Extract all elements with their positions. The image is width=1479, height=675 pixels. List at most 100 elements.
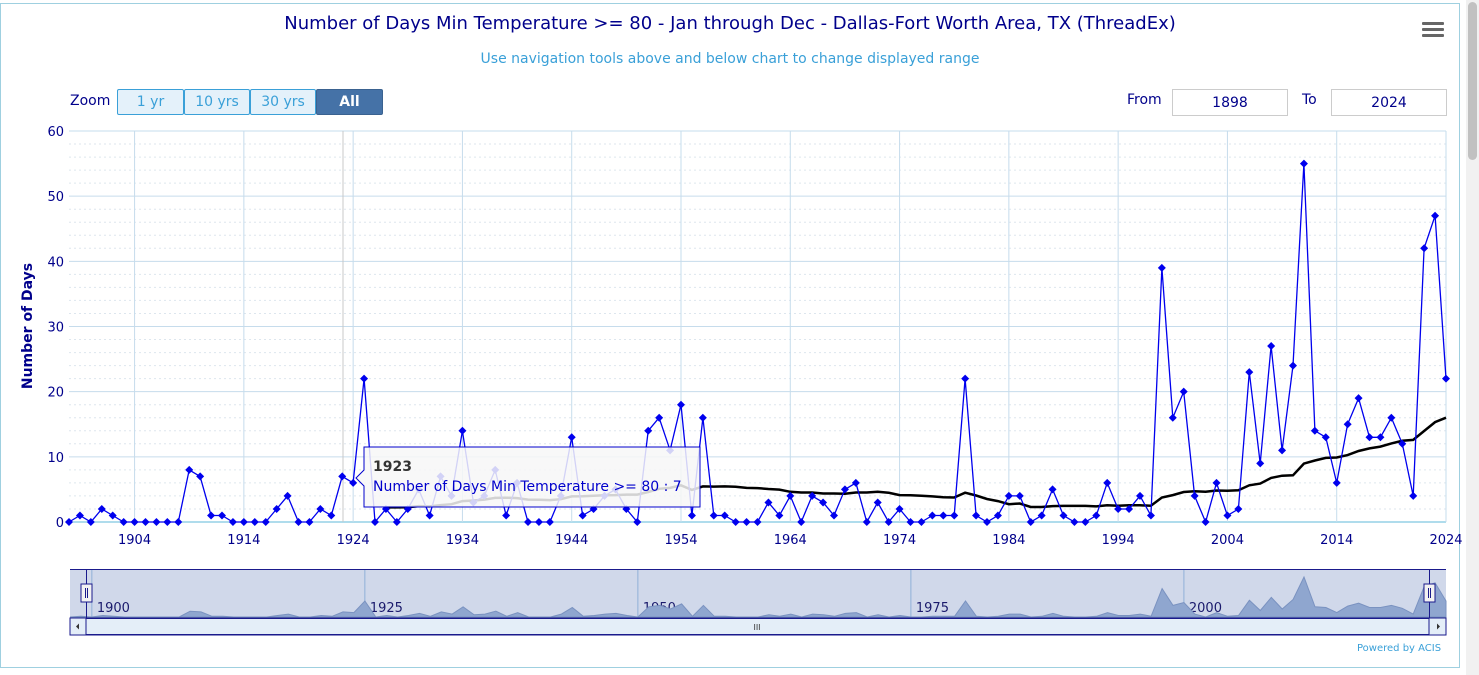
- data-point: [1299, 159, 1308, 168]
- scroll-left-arrow-icon[interactable]: [76, 623, 79, 630]
- zoom-30yrs-button[interactable]: 30 yrs: [250, 89, 316, 115]
- navigator-right-handle[interactable]: [1423, 583, 1436, 603]
- y-tick-label: 10: [47, 451, 64, 466]
- data-point: [950, 511, 959, 520]
- credit-link[interactable]: Powered by ACIS: [1357, 643, 1442, 654]
- data-point: [1256, 459, 1265, 468]
- x-tick-label: 2004: [1211, 533, 1244, 548]
- data-point: [906, 518, 915, 526]
- data-point: [130, 518, 139, 526]
- data-point: [993, 511, 1002, 520]
- data-point: [786, 491, 795, 500]
- from-input[interactable]: [1172, 89, 1288, 116]
- data-point: [75, 511, 84, 520]
- data-point: [677, 400, 685, 409]
- data-point: [972, 511, 981, 520]
- navigator-left-handle[interactable]: [80, 583, 93, 603]
- data-point: [1365, 433, 1374, 442]
- data-point: [1037, 511, 1046, 520]
- data-point: [644, 426, 653, 435]
- navigator-label: 1900: [97, 601, 130, 616]
- navigator-scrollbar-thumb[interactable]: [85, 618, 1430, 635]
- data-point: [1190, 491, 1199, 500]
- data-point: [1431, 211, 1440, 220]
- zoom-10yrs-button[interactable]: 10 yrs: [184, 89, 250, 115]
- to-label: To: [1302, 92, 1317, 108]
- data-point: [218, 511, 226, 520]
- data-point: [305, 518, 314, 526]
- data-point: [808, 491, 817, 500]
- data-point: [152, 518, 161, 526]
- data-point: [1321, 433, 1330, 442]
- page-scrollbar-thumb[interactable]: [1468, 2, 1477, 160]
- data-point: [1048, 485, 1057, 494]
- data-point: [65, 518, 73, 526]
- data-point: [731, 518, 740, 526]
- data-point: [108, 511, 117, 520]
- data-point: [502, 511, 511, 520]
- data-point: [1420, 244, 1429, 253]
- x-tick-label: 1984: [992, 533, 1025, 548]
- data-point: [1212, 478, 1221, 487]
- data-point: [392, 518, 401, 526]
- data-point: [742, 518, 751, 526]
- data-point: [862, 518, 871, 526]
- data-point: [1026, 518, 1035, 526]
- x-tick-label: 1904: [118, 533, 151, 548]
- data-point: [797, 518, 806, 526]
- data-point: [851, 478, 860, 487]
- data-point: [1223, 511, 1232, 520]
- scrollbar-grip: III: [753, 623, 760, 632]
- zoom-1yr-button[interactable]: 1 yr: [117, 89, 184, 115]
- data-point: [141, 518, 150, 526]
- y-axis-label: Number of Days: [20, 263, 36, 389]
- y-tick-label: 50: [47, 190, 64, 205]
- data-point: [895, 504, 904, 513]
- data-point: [1442, 374, 1450, 383]
- data-point: [534, 518, 543, 526]
- data-point: [545, 518, 554, 526]
- data-point: [884, 518, 893, 526]
- data-point: [185, 465, 194, 474]
- data-point: [1070, 518, 1079, 526]
- data-point: [1157, 263, 1166, 272]
- y-tick-label: 20: [47, 386, 64, 401]
- data-point: [775, 511, 784, 520]
- data-point: [633, 518, 642, 526]
- data-point: [1343, 420, 1352, 429]
- data-point: [1179, 387, 1188, 396]
- x-tick-label: 2014: [1320, 533, 1353, 548]
- y-tick-label: 60: [47, 125, 64, 140]
- chart-subtitle: Use navigation tools above and below cha…: [480, 51, 980, 67]
- hamburger-menu-icon[interactable]: [1422, 22, 1444, 40]
- page-scrollbar[interactable]: [1466, 0, 1479, 675]
- data-point: [1081, 518, 1090, 526]
- data-point: [283, 491, 292, 500]
- navigator-label: 2000: [1189, 601, 1222, 616]
- data-point: [163, 518, 172, 526]
- x-tick-label: 1954: [664, 533, 697, 548]
- data-point: [1409, 491, 1418, 500]
- data-point: [1004, 491, 1013, 500]
- data-point: [261, 518, 270, 526]
- data-point: [524, 518, 532, 526]
- data-point: [294, 518, 303, 526]
- scroll-right-arrow-icon[interactable]: [1437, 623, 1440, 630]
- data-point: [1310, 426, 1319, 435]
- data-point: [1245, 368, 1254, 377]
- zoom-all-button[interactable]: All: [316, 89, 383, 115]
- data-point: [1387, 413, 1396, 422]
- data-point: [567, 433, 576, 442]
- data-point: [764, 498, 773, 507]
- tooltip-year: 1923: [373, 459, 412, 475]
- to-input[interactable]: [1331, 89, 1447, 116]
- navigator[interactable]: 19001925195019752000 III: [69, 569, 1447, 636]
- tooltip: 1923 Number of Days Min Temperature >= 8…: [355, 446, 701, 508]
- data-point: [1278, 446, 1287, 455]
- data-point: [1103, 478, 1112, 487]
- data-point: [239, 518, 248, 526]
- x-tick-label: 1974: [883, 533, 916, 548]
- data-point: [1136, 491, 1144, 500]
- data-point: [1398, 439, 1407, 448]
